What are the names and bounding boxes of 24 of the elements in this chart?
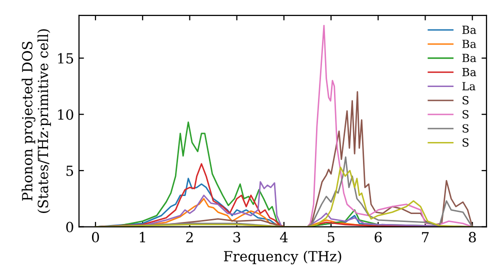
x-tick-label: 4 bbox=[280, 232, 288, 242]
legend-label: S bbox=[462, 138, 469, 147]
x-tick-label: 3 bbox=[233, 232, 240, 242]
legend-label: S bbox=[462, 96, 469, 104]
legend-label: Ba bbox=[462, 68, 476, 76]
x-tick-label: 0 bbox=[92, 232, 99, 242]
x-tick-label: 5 bbox=[328, 232, 334, 242]
x-tick-label: 2 bbox=[186, 232, 193, 242]
x-tick-label: 6 bbox=[374, 232, 382, 242]
y-axis-title: Phonon projected DOS (States/THz·primitive cell) bbox=[22, 29, 51, 213]
x-tick-label: 7 bbox=[422, 232, 429, 242]
legend-label: Ba bbox=[462, 40, 476, 48]
legend-label: Ba bbox=[462, 26, 476, 34]
y-tick-label: 10 bbox=[58, 109, 74, 120]
x-tick-label: 8 bbox=[468, 232, 476, 242]
x-axis-title: Frequency (THz) bbox=[224, 250, 342, 264]
legend-label: S bbox=[462, 124, 469, 133]
legend-label: La bbox=[462, 82, 476, 90]
y-tick-label: 5 bbox=[66, 166, 74, 176]
legend-label: Ba bbox=[462, 54, 476, 62]
y-tick-label: 15 bbox=[58, 53, 74, 64]
x-tick-label: 1 bbox=[140, 232, 146, 242]
y-tick-label: 0 bbox=[66, 222, 74, 232]
legend-label: S bbox=[462, 110, 469, 119]
